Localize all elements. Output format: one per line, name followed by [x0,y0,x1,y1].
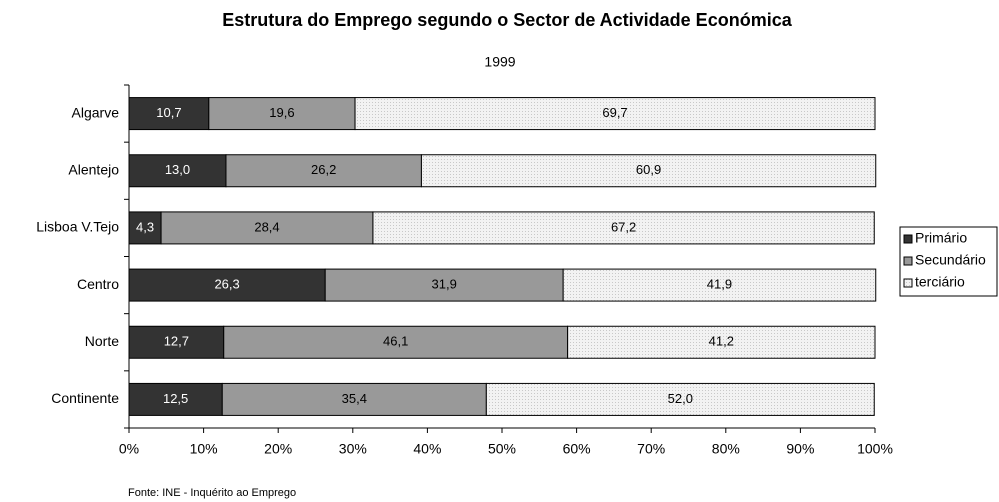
bar-segment [372,211,875,245]
bar-segment [420,154,877,188]
bar-segment [221,382,487,416]
legend-swatch [903,278,913,288]
bar-segment [567,325,876,359]
legend-label: Secundário [915,252,986,268]
y-tick-label: Centro [77,276,119,292]
legend-label: terciário [915,274,965,290]
data-label: 60,9 [636,162,661,177]
legend-box [899,226,998,297]
chart-title: Estrutura do Emprego segundo o Sector de… [222,10,792,30]
x-tick-label: 0% [119,441,139,457]
bar-segment [128,268,326,302]
bar-segment [562,268,877,302]
data-label: 10,7 [156,105,181,120]
data-label: 13,0 [165,162,190,177]
legend-swatch [903,256,913,266]
bar-segment [324,268,564,302]
x-tick-label: 90% [786,441,814,457]
data-label: 26,3 [214,277,239,292]
x-tick-label: 70% [637,441,665,457]
x-tick-label: 60% [563,441,591,457]
data-label: 19,6 [269,105,294,120]
y-tick-label: Alentejo [68,161,119,177]
data-label: 67,2 [611,219,636,234]
data-label: 12,5 [163,391,188,406]
data-label: 31,9 [432,277,457,292]
bar-segment [128,97,210,131]
data-label: 35,4 [342,391,367,406]
chart-subtitle: 1999 [484,54,515,70]
x-tick-label: 50% [488,441,516,457]
legend-label: Primário [915,230,967,246]
bar-segment [128,382,223,416]
bar-segment [160,211,374,245]
x-tick-label: 40% [413,441,441,457]
y-tick-label: Algarve [72,104,120,120]
data-label: 41,2 [709,334,734,349]
data-label: 26,2 [311,162,336,177]
data-label: 28,4 [254,219,279,234]
bar-segment [485,382,875,416]
bar-segment [223,325,569,359]
data-label: 4,3 [136,219,154,234]
legend-swatch [903,234,913,244]
data-label: 12,7 [164,334,189,349]
y-tick-label: Lisboa V.Tejo [36,219,119,235]
data-label: 41,9 [707,277,732,292]
bar-segment [128,325,225,359]
x-tick-label: 10% [190,441,218,457]
bar-segment [354,97,876,131]
bar-segment [208,97,356,131]
y-tick-label: Norte [85,333,119,349]
x-tick-label: 80% [712,441,740,457]
x-tick-label: 30% [339,441,367,457]
data-label: 46,1 [383,334,408,349]
data-label: 69,7 [602,105,627,120]
data-label: 52,0 [668,391,693,406]
source-note: Fonte: INE - Inquérito ao Emprego [128,487,296,499]
y-tick-label: Continente [51,390,119,406]
x-tick-label: 100% [857,441,893,457]
x-tick-label: 20% [264,441,292,457]
